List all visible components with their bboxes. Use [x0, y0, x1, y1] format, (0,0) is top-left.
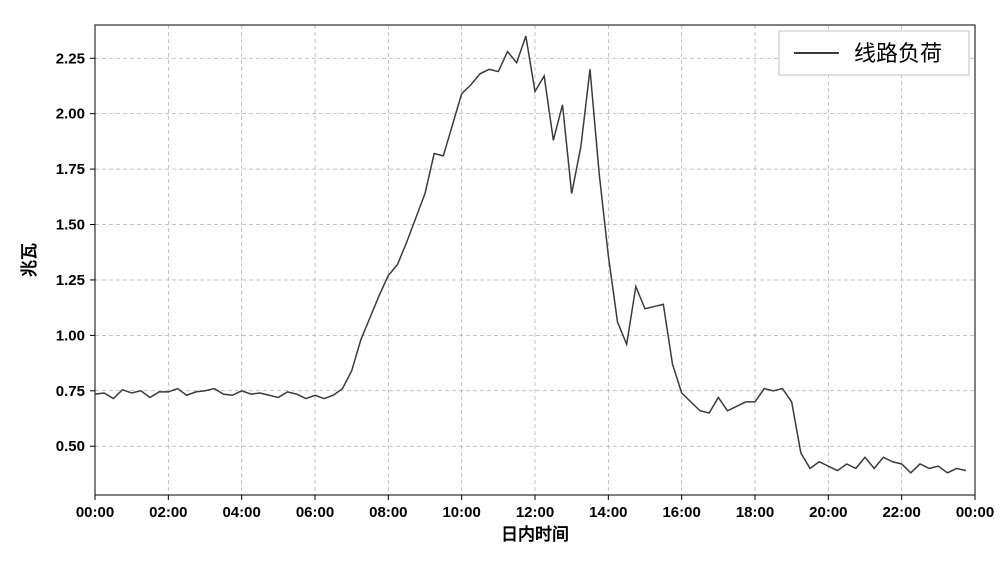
y-axis-label: 兆瓦 [20, 243, 39, 277]
ytick-label: 0.75 [56, 383, 85, 400]
xtick-label: 00:00 [76, 504, 114, 521]
xtick-label: 20:00 [809, 504, 847, 521]
xtick-label: 22:00 [882, 504, 920, 521]
ytick-label: 1.00 [56, 327, 85, 344]
xtick-label: 00:00 [956, 504, 994, 521]
ytick-label: 1.50 [56, 217, 85, 234]
xtick-label: 12:00 [516, 504, 554, 521]
ytick-label: 2.00 [56, 106, 85, 123]
ytick-label: 2.25 [56, 50, 85, 67]
ytick-label: 1.25 [56, 272, 85, 289]
chart-bg [0, 0, 1000, 567]
legend-label: 线路负荷 [854, 41, 942, 66]
xtick-label: 16:00 [662, 504, 700, 521]
xtick-label: 08:00 [369, 504, 407, 521]
x-axis-label: 日内时间 [501, 524, 569, 544]
xtick-label: 06:00 [296, 504, 334, 521]
ytick-label: 1.75 [56, 161, 85, 178]
line-chart: 00:00 02:00 04:00 06:00 08:00 10:00 12:00 14:00… [0, 0, 1000, 567]
ytick-label: 0.50 [56, 438, 85, 455]
xtick-label: 18:00 [736, 504, 774, 521]
xtick-label: 14:00 [589, 504, 627, 521]
chart-svg: 00:00 02:00 04:00 06:00 08:00 10:00 12:00 14:00… [0, 0, 1000, 567]
xtick-label: 10:00 [442, 504, 480, 521]
xtick-label: 04:00 [222, 504, 260, 521]
xtick-label: 02:00 [149, 504, 187, 521]
